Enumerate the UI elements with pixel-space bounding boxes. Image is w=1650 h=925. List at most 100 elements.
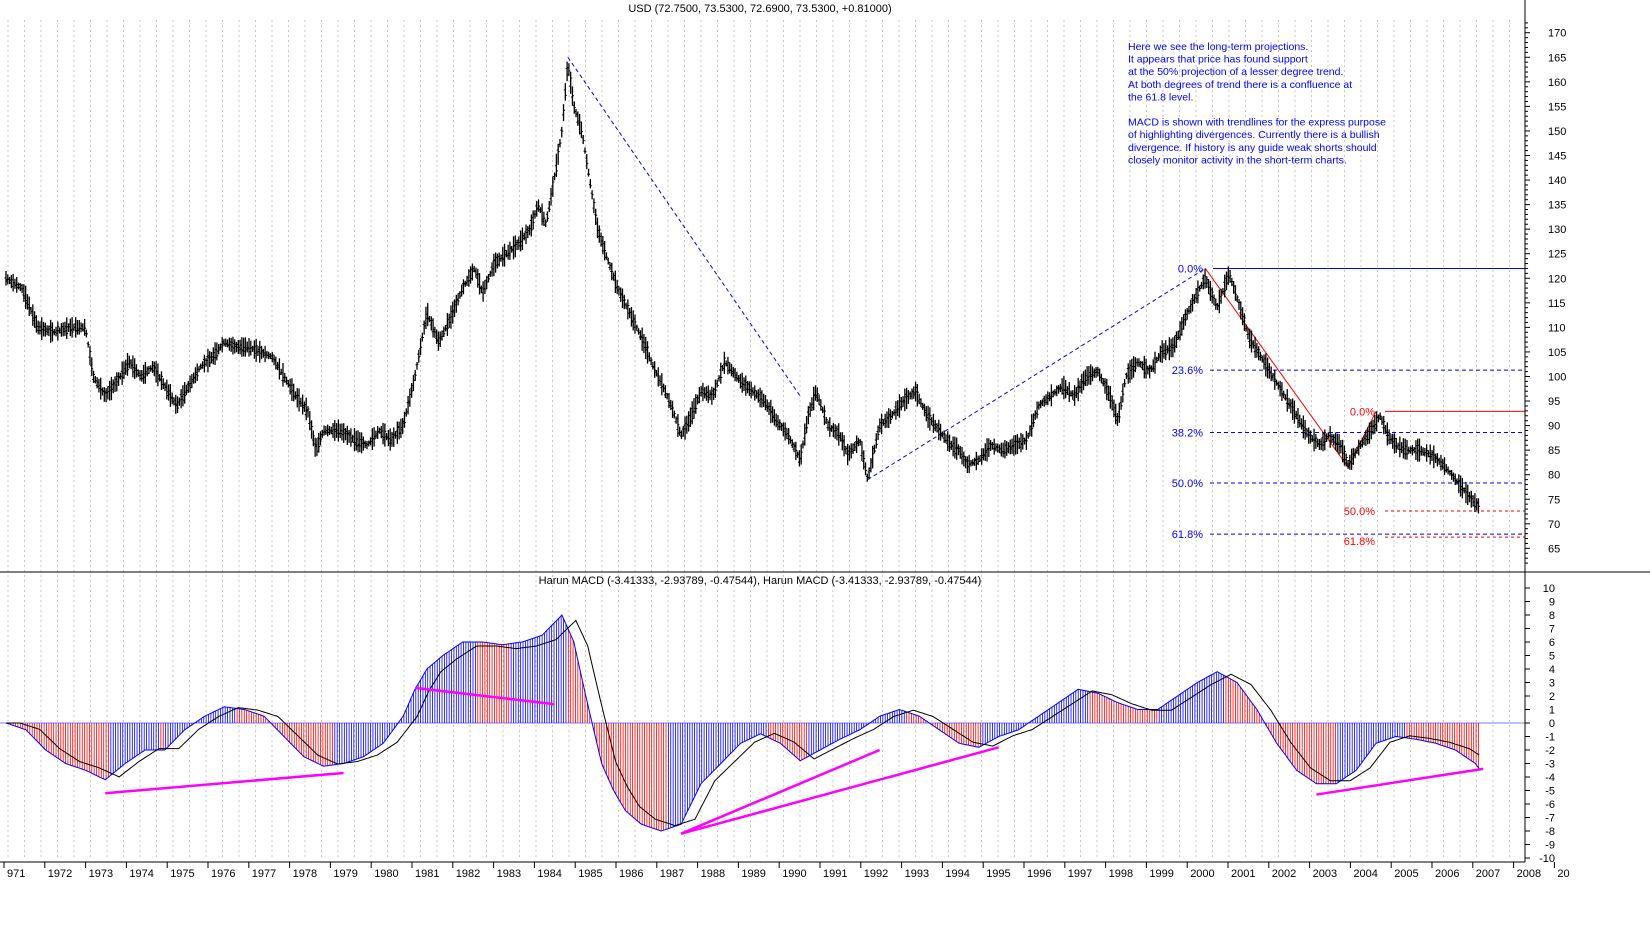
macd-tick-label: 0 bbox=[1549, 718, 1555, 730]
price-tick-label: 80 bbox=[1548, 470, 1560, 482]
blue-fib-label: 50.0% bbox=[1172, 478, 1203, 490]
macd-tick-label: 2 bbox=[1549, 691, 1555, 703]
red-fib-label: 0.0% bbox=[1350, 406, 1375, 418]
x-tick-label: 2003 bbox=[1313, 868, 1337, 880]
macd-tick-label: -9 bbox=[1545, 840, 1555, 852]
x-tick-label: 1991 bbox=[823, 868, 847, 880]
macd-tick-label: 10 bbox=[1543, 583, 1555, 595]
divergence-trendlines bbox=[105, 686, 1484, 835]
macd-tick-label: 7 bbox=[1549, 624, 1555, 636]
x-tick-label: 1997 bbox=[1068, 868, 1092, 880]
macd-tick-label: -5 bbox=[1545, 786, 1555, 798]
price-tick-label: 135 bbox=[1548, 200, 1566, 212]
macd-tick-label: 4 bbox=[1549, 664, 1555, 676]
macd-tick-label: -10 bbox=[1539, 853, 1555, 865]
x-tick-label: 2004 bbox=[1353, 868, 1377, 880]
price-panel-title: USD (72.7500, 73.5300, 72.6900, 73.5300,… bbox=[628, 3, 891, 15]
annotation-line: MACD is shown with trendlines for the ex… bbox=[1128, 117, 1386, 129]
x-tick-label: 1978 bbox=[293, 868, 317, 880]
annotation-line: It appears that price has found support bbox=[1128, 54, 1308, 66]
macd-tick-label: -1 bbox=[1545, 732, 1555, 744]
x-tick-label: 20 bbox=[1557, 868, 1569, 880]
macd-tick-label: -2 bbox=[1545, 745, 1555, 757]
macd-tick-label: -3 bbox=[1545, 759, 1555, 771]
x-tick-label: 1972 bbox=[48, 868, 72, 880]
macd-tick-label: -6 bbox=[1545, 799, 1555, 811]
red-fib-label: 50.0% bbox=[1344, 506, 1375, 518]
x-tick-label: 2005 bbox=[1394, 868, 1418, 880]
price-tick-label: 160 bbox=[1548, 77, 1566, 89]
price-tick-label: 140 bbox=[1548, 175, 1566, 187]
macd-tick-label: -7 bbox=[1545, 813, 1555, 825]
fib-levels: 0.0% 23.6% 38.2% 50.0% 61.8% 0.0% 50.0% 61.8% bbox=[1172, 263, 1525, 548]
price-panel: USD (72.7500, 73.5300, 72.6900, 73.5300,… bbox=[4, 3, 1525, 548]
divergence-trendline bbox=[680, 748, 881, 835]
macd-lines bbox=[5, 614, 1480, 832]
price-tick-label: 155 bbox=[1548, 101, 1566, 113]
price-tick-label: 115 bbox=[1548, 298, 1566, 310]
blue-fib-label: 0.0% bbox=[1178, 263, 1203, 275]
macd-tick-label: 3 bbox=[1549, 678, 1555, 690]
x-tick-label: 2002 bbox=[1272, 868, 1296, 880]
price-tick-label: 90 bbox=[1548, 421, 1560, 433]
x-tick-label: 1982 bbox=[456, 868, 480, 880]
price-tick-label: 65 bbox=[1548, 543, 1560, 555]
x-tick-label: 1998 bbox=[1109, 868, 1133, 880]
x-tick-label: 1976 bbox=[211, 868, 235, 880]
x-tick-label: 1993 bbox=[905, 868, 929, 880]
macd-line bbox=[5, 614, 1480, 832]
price-tick-label: 120 bbox=[1548, 273, 1566, 285]
price-bars bbox=[4, 61, 1480, 514]
price-tick-label: 75 bbox=[1548, 494, 1560, 506]
price-tick-label: 85 bbox=[1548, 445, 1560, 457]
macd-histogram bbox=[0, 615, 1525, 831]
x-tick-label: 1975 bbox=[170, 868, 194, 880]
x-tick-label: 2007 bbox=[1476, 868, 1500, 880]
annotation-line: at the 50% projection of a lesser degree… bbox=[1128, 66, 1343, 78]
x-tick-label: 2008 bbox=[1517, 868, 1541, 880]
annotation-text: Here we see the long-term projections.It… bbox=[1128, 41, 1386, 166]
price-tick-label: 125 bbox=[1548, 249, 1566, 261]
macd-tick-label: -8 bbox=[1545, 826, 1555, 838]
x-tick-label: 1988 bbox=[701, 868, 725, 880]
x-tick-label: 1990 bbox=[782, 868, 806, 880]
red-fib-label: 61.8% bbox=[1344, 536, 1375, 548]
x-tick-label: 2006 bbox=[1435, 868, 1459, 880]
x-tick-label: 1996 bbox=[1027, 868, 1051, 880]
price-tick-label: 170 bbox=[1548, 28, 1566, 40]
blue-trendline bbox=[867, 268, 1206, 481]
macd-tick-label: 5 bbox=[1549, 651, 1555, 663]
x-tick-label: 1989 bbox=[741, 868, 765, 880]
price-tick-label: 70 bbox=[1548, 519, 1560, 531]
price-tick-label: 95 bbox=[1548, 396, 1560, 408]
x-tick-label: 2000 bbox=[1190, 868, 1214, 880]
annotation-line: of highlighting divergences. Currently t… bbox=[1128, 129, 1380, 141]
annotation-line: closely monitor activity in the short-te… bbox=[1128, 154, 1347, 166]
macd-panel: Harun MACD (-3.41333, -2.93789, -0.47544… bbox=[0, 575, 1525, 835]
price-tick-label: 105 bbox=[1548, 347, 1566, 359]
macd-panel-title: Harun MACD (-3.41333, -2.93789, -0.47544… bbox=[539, 575, 982, 587]
x-tick-label: 1980 bbox=[374, 868, 398, 880]
price-tick-label: 110 bbox=[1548, 322, 1566, 334]
macd-tick-label: -4 bbox=[1545, 772, 1555, 784]
x-tick-label: 1987 bbox=[660, 868, 684, 880]
blue-trendline bbox=[567, 57, 801, 397]
blue-fib-label: 23.6% bbox=[1172, 365, 1203, 377]
annotation-line: Here we see the long-term projections. bbox=[1128, 41, 1308, 53]
x-tick-label: 1999 bbox=[1149, 868, 1173, 880]
x-tick-label: 1986 bbox=[619, 868, 643, 880]
x-tick-label: 1973 bbox=[89, 868, 113, 880]
price-tick-label: 145 bbox=[1548, 151, 1566, 163]
divergence-trendline bbox=[680, 746, 1000, 835]
x-tick-label: 1985 bbox=[578, 868, 602, 880]
blue-fib-label: 38.2% bbox=[1172, 427, 1203, 439]
signal-line bbox=[6, 619, 1480, 827]
x-tick-label: 1994 bbox=[945, 868, 969, 880]
price-tick-label: 150 bbox=[1548, 126, 1566, 138]
blue-fib-label: 61.8% bbox=[1172, 529, 1203, 541]
x-tick-label: 2001 bbox=[1231, 868, 1255, 880]
annotation-line: At both degrees of trend there is a conf… bbox=[1128, 79, 1352, 91]
divergence-trendline bbox=[414, 686, 555, 706]
